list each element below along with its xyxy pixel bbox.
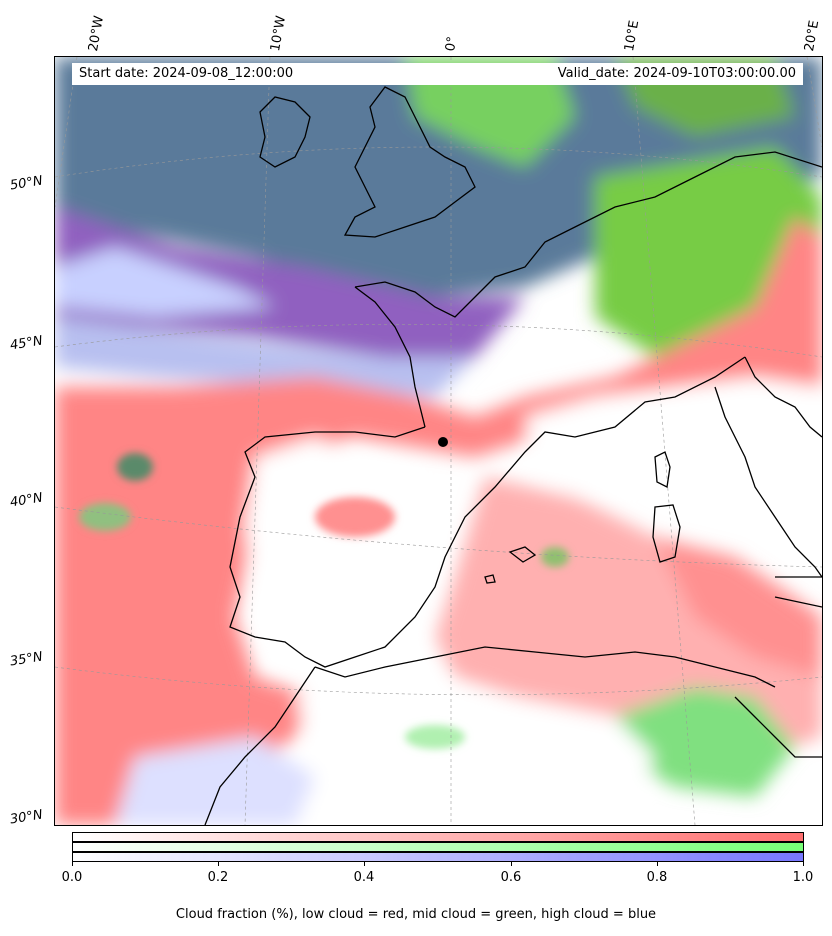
lon-label-10w: 10°W xyxy=(268,14,290,53)
tick-mark xyxy=(511,862,512,866)
colorbar-low-cloud xyxy=(72,832,804,842)
tick-label-04: 0.4 xyxy=(353,870,375,885)
colorbar-high-cloud xyxy=(72,852,804,862)
tick-label-0: 0.0 xyxy=(61,870,83,885)
lon-label-20w: 20°W xyxy=(86,14,108,53)
tick-label-08: 0.8 xyxy=(646,870,668,885)
lat-label-50n: 50°N xyxy=(9,173,44,194)
coastlines xyxy=(204,86,822,825)
cloud-detail xyxy=(79,453,569,749)
date-header: Start date: 2024-09-08_12:00:00 Valid_da… xyxy=(72,63,803,85)
valid-date-label: Valid_date: 2024-09-10T03:00:00.00 xyxy=(557,66,796,81)
start-date-label: Start date: 2024-09-08_12:00:00 xyxy=(79,66,294,81)
lat-label-45n: 45°N xyxy=(9,333,44,354)
tick-label-06: 0.6 xyxy=(500,870,522,885)
tick-mark xyxy=(364,862,365,866)
lat-label-30n: 30°N xyxy=(9,807,44,828)
colorbar xyxy=(72,832,804,862)
tick-mark xyxy=(803,862,804,866)
lat-label-35n: 35°N xyxy=(9,649,44,670)
lat-label-40n: 40°N xyxy=(9,490,44,511)
lon-label-20e: 20°E xyxy=(802,19,823,53)
tick-mark xyxy=(218,862,219,866)
lon-label-0: 0° xyxy=(443,35,461,53)
colorbar-mid-cloud xyxy=(72,842,804,852)
map-canvas xyxy=(55,57,822,825)
lon-label-10e: 10°E xyxy=(622,19,643,53)
tick-mark xyxy=(72,862,73,866)
tick-label-10: 1.0 xyxy=(792,870,814,885)
colorbar-caption: Cloud fraction (%), low cloud = red, mid… xyxy=(175,907,657,922)
tick-label-02: 0.2 xyxy=(207,870,229,885)
cloud-fraction-map xyxy=(54,56,823,826)
location-marker xyxy=(438,437,448,447)
tick-mark xyxy=(657,862,658,866)
